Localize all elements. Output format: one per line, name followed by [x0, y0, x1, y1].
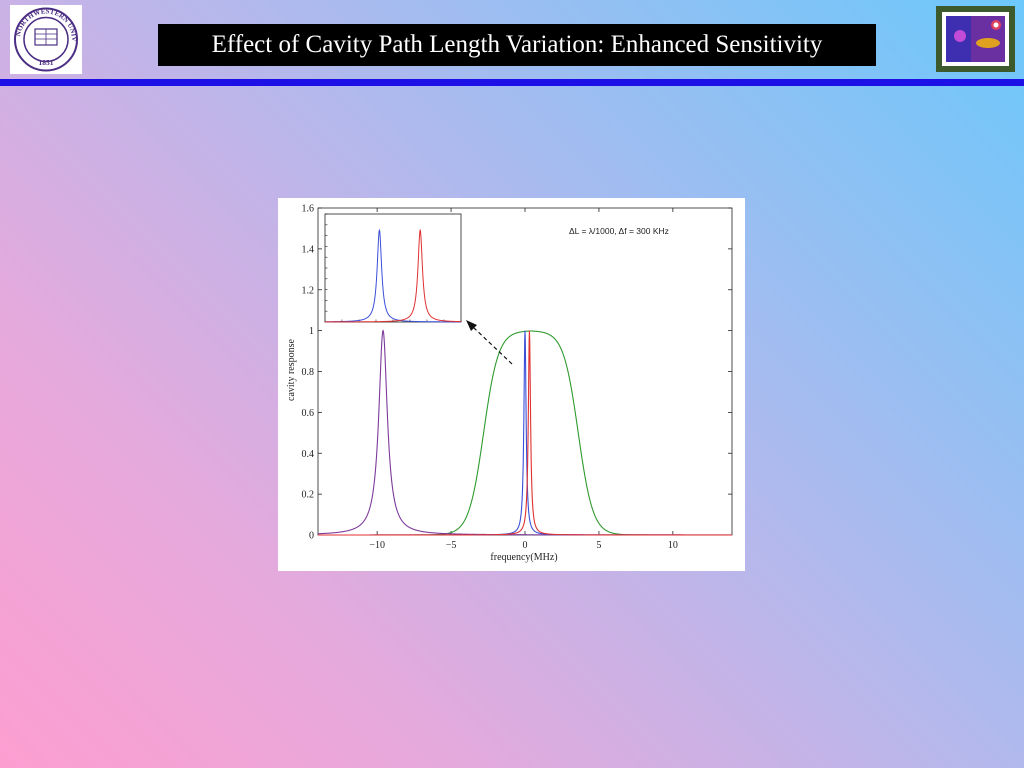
- main-series-lorentzian-line: [318, 330, 732, 536]
- x-tick-label: −5: [446, 540, 457, 551]
- y-tick-label: 0.6: [302, 408, 315, 419]
- x-tick-label: −10: [369, 540, 385, 551]
- main-series-lorentzian-line: [317, 329, 733, 536]
- x-tick-label: 5: [596, 540, 601, 551]
- y-tick-label: 0.4: [302, 449, 315, 460]
- main-series-lorentzian-line: [318, 330, 732, 536]
- y-axis-label: cavity response: [286, 338, 297, 400]
- y-tick-label: 0: [309, 531, 314, 542]
- figure-panel: 0 0.2 0.4 0.6 0.8 1 1.2 1.4 1.6 −10 −5 0 5 10 cavity …: [278, 198, 745, 571]
- header-photo: [936, 6, 1015, 72]
- y-tick-label: 1.2: [302, 285, 315, 296]
- y-tick-label: 0.2: [302, 490, 315, 501]
- y-tick-label: 1.4: [302, 244, 315, 255]
- y-tick-label: 1.6: [302, 204, 315, 215]
- northwestern-logo: NORTHWESTERN UNIVERSITY 1851: [7, 0, 82, 74]
- slide-title: Effect of Cavity Path Length Variation: …: [158, 24, 876, 66]
- inset-series-line: [324, 228, 461, 323]
- inset-plot-frame: [324, 213, 462, 323]
- chart-annotation: ΔL = λ/1000, Δf = 300 KHz: [569, 226, 669, 236]
- x-axis-label: frequency(MHz): [490, 552, 557, 563]
- inset-series-line: [325, 228, 461, 323]
- x-tick-label: 10: [668, 540, 678, 551]
- header-divider: [0, 79, 1024, 86]
- x-tick-label: 0: [523, 540, 528, 551]
- inset-pointer-arrow: [466, 320, 513, 365]
- logo-year: 1851: [39, 58, 54, 67]
- cavity-response-chart: 0 0.2 0.4 0.6 0.8 1 1.2 1.4 1.6 −10 −5 0 5 10 cavity …: [286, 204, 733, 563]
- y-tick-label: 1: [309, 326, 314, 337]
- main-series-flat-top-line: [318, 330, 732, 536]
- y-tick-label: 0.8: [302, 367, 315, 378]
